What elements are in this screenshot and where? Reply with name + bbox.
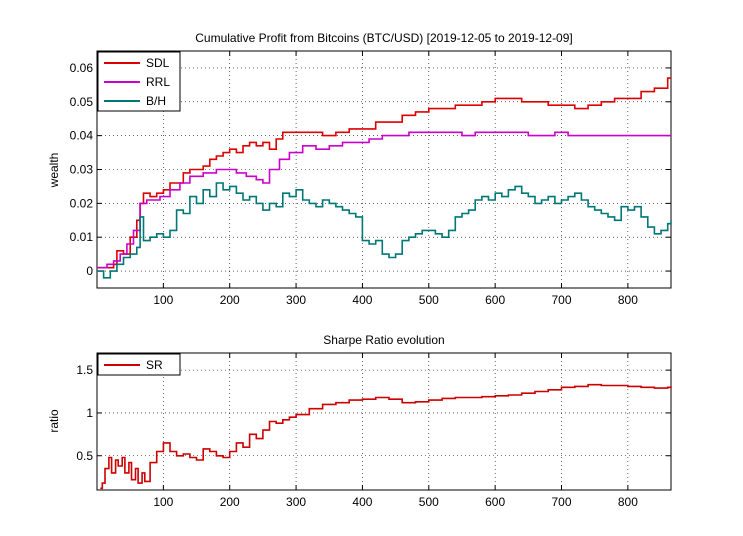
y-tick-label: 0.05 <box>70 95 94 109</box>
sharpe-plot-area <box>96 352 672 491</box>
x-tick-label: 600 <box>485 293 505 307</box>
x-tick-label: 800 <box>618 495 638 509</box>
x-tick-label: 200 <box>220 293 240 307</box>
series-line-b-h <box>97 182 672 279</box>
x-tick-label: 300 <box>286 293 306 307</box>
x-tick-label: 500 <box>419 293 439 307</box>
y-tick-label: 0.04 <box>70 129 94 143</box>
wealth-legend: SDL RRL B/H <box>97 51 181 112</box>
x-tick-label: 100 <box>153 293 173 307</box>
x-tick-label: 600 <box>485 495 505 509</box>
y-tick-label: 1.5 <box>76 363 93 377</box>
x-tick-label: 500 <box>419 495 439 509</box>
x-tick-label: 200 <box>220 495 240 509</box>
legend-label: B/H <box>146 94 166 108</box>
legend-label: SR <box>146 358 163 372</box>
x-tick-label: 400 <box>352 495 372 509</box>
y-tick-label: 0.03 <box>70 163 94 177</box>
sharpe-grid <box>97 353 671 490</box>
x-tick-label: 800 <box>618 293 638 307</box>
wealth-plot-area <box>96 50 672 289</box>
sharpe-y-axis-label: ratio <box>47 409 61 433</box>
wealth-y-axis-label: wealth <box>47 153 61 189</box>
sharpe-chart-title: Sharpe Ratio evolution <box>323 333 444 347</box>
x-tick-label: 700 <box>551 495 571 509</box>
sharpe-legend: SR <box>97 353 181 376</box>
legend-label: RRL <box>146 75 170 89</box>
y-tick-label: 0 <box>86 264 93 278</box>
series-line-sr <box>100 383 672 490</box>
series-line-rrl <box>97 131 671 269</box>
sharpe-ticks: 100 200 300 400 500 600 700 800 0.5 1 1.5 <box>76 353 671 509</box>
y-tick-label: 0.01 <box>70 230 94 244</box>
x-tick-label: 300 <box>286 495 306 509</box>
y-tick-label: 0.06 <box>70 61 94 75</box>
y-tick-label: 0.02 <box>70 196 94 210</box>
legend-label: SDL <box>146 56 170 70</box>
wealth-series <box>97 77 672 279</box>
wealth-ticks: 100 200 300 400 500 600 700 800 0 0.01 0.02 0.03 0.0… <box>70 51 671 307</box>
y-tick-label: 1 <box>86 406 93 420</box>
sharpe-series <box>100 383 672 490</box>
wealth-chart-panel: Cumulative Profit from Bitcoins (BTC/USD… <box>47 31 672 307</box>
sharpe-chart-panel: Sharpe Ratio evolution 100 200 300 400 500 60… <box>47 333 672 509</box>
series-line-sdl <box>97 77 671 269</box>
y-tick-label: 0.5 <box>76 449 93 463</box>
x-tick-label: 100 <box>153 495 173 509</box>
wealth-chart-title: Cumulative Profit from Bitcoins (BTC/USD… <box>195 31 573 45</box>
x-tick-label: 700 <box>551 293 571 307</box>
x-tick-label: 400 <box>352 293 372 307</box>
